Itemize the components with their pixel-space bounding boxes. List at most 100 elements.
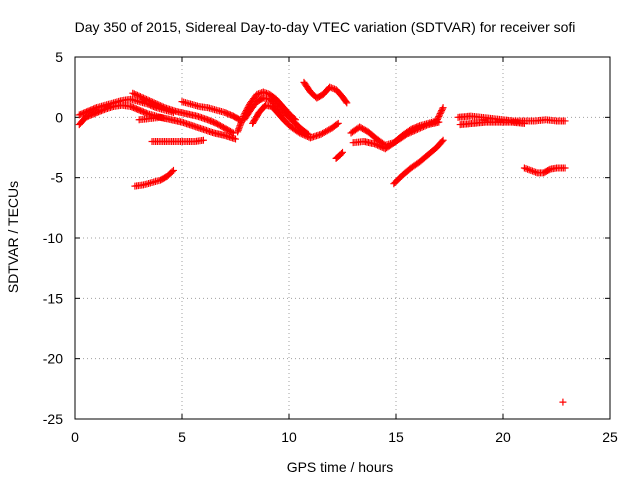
- data-point: [375, 142, 383, 150]
- data-point: [155, 101, 163, 109]
- data-point: [561, 117, 569, 125]
- x-tick-label: 20: [495, 429, 511, 445]
- data-point: [418, 123, 426, 131]
- data-point: [132, 91, 140, 99]
- data-point: [255, 90, 263, 98]
- data-point: [439, 104, 447, 112]
- data-point: [342, 98, 350, 106]
- data-point: [438, 105, 446, 113]
- data-point: [439, 136, 447, 144]
- series-arc7: [131, 166, 177, 190]
- data-point: [530, 168, 538, 176]
- x-tick-label: 25: [602, 429, 618, 445]
- data-point: [436, 111, 444, 119]
- data-point: [420, 123, 428, 131]
- data-point: [325, 126, 333, 134]
- data-point: [435, 118, 443, 126]
- data-point: [156, 102, 164, 110]
- series-arc3: [129, 89, 237, 137]
- y-axis-label: SDTVAR / TECUs: [5, 181, 21, 293]
- data-point: [139, 94, 147, 102]
- data-point: [294, 128, 302, 136]
- data-point: [409, 127, 417, 135]
- y-tick-label: 5: [55, 49, 63, 65]
- data-point: [415, 125, 423, 133]
- data-point: [319, 129, 327, 137]
- series-arc17: [456, 118, 528, 129]
- data-point: [136, 93, 144, 101]
- chart-title: Day 350 of 2015, Sidereal Day-to-day VTE…: [75, 19, 576, 35]
- data-point: [133, 91, 141, 99]
- data-point: [438, 137, 446, 145]
- data-point: [199, 136, 207, 144]
- data-point: [168, 168, 176, 176]
- data-point: [152, 100, 160, 108]
- data-point: [143, 95, 151, 103]
- data-point: [434, 114, 442, 122]
- data-point: [416, 124, 424, 132]
- data-point: [141, 95, 149, 103]
- y-tick-label: -5: [51, 170, 64, 186]
- series-arc12: [332, 148, 346, 162]
- series-outlier: [559, 398, 567, 406]
- data-point: [437, 108, 445, 116]
- data-point: [259, 88, 267, 96]
- data-point: [296, 129, 304, 137]
- series-arc14: [349, 118, 443, 153]
- data-point: [438, 107, 446, 115]
- series-arc18: [520, 164, 569, 177]
- data-point: [169, 166, 177, 174]
- data-point: [253, 90, 261, 98]
- data-point: [326, 83, 334, 91]
- data-points: [75, 78, 569, 406]
- series-arc4: [135, 113, 239, 143]
- data-point: [256, 89, 264, 97]
- grid: [75, 57, 610, 419]
- data-point: [413, 125, 421, 133]
- data-point: [423, 121, 431, 129]
- data-point: [561, 164, 569, 172]
- data-point: [406, 129, 414, 137]
- data-point: [520, 119, 528, 127]
- data-point: [528, 167, 536, 175]
- y-tick-label: -15: [43, 290, 63, 306]
- data-point: [327, 84, 335, 92]
- data-point: [150, 99, 158, 107]
- data-point: [371, 140, 379, 148]
- data-point: [153, 100, 161, 108]
- series-arc11: [300, 78, 351, 107]
- data-point: [158, 102, 166, 110]
- data-point: [138, 93, 146, 101]
- series-arc5: [178, 98, 244, 124]
- data-point: [147, 97, 155, 105]
- data-point: [323, 127, 331, 135]
- data-point: [532, 168, 540, 176]
- x-tick-label: 15: [388, 429, 404, 445]
- data-point: [333, 120, 341, 128]
- data-point: [412, 126, 420, 134]
- series-arc10: [249, 101, 342, 142]
- y-tick-label: -20: [43, 351, 63, 367]
- data-point: [559, 398, 567, 406]
- data-point: [404, 130, 412, 138]
- data-point: [525, 166, 533, 174]
- data-point: [527, 166, 535, 174]
- data-point: [149, 98, 157, 106]
- data-point: [303, 132, 311, 140]
- x-tick-label: 10: [281, 429, 297, 445]
- data-point: [524, 165, 532, 173]
- data-point: [421, 122, 429, 130]
- data-point: [159, 103, 167, 111]
- data-point: [129, 89, 137, 97]
- data-point: [144, 96, 152, 104]
- data-point: [322, 128, 330, 136]
- data-point: [334, 119, 342, 127]
- x-tick-label: 5: [178, 429, 186, 445]
- data-point: [229, 129, 237, 137]
- data-point: [407, 128, 415, 136]
- data-point: [339, 148, 346, 156]
- data-point: [135, 92, 143, 100]
- data-point: [374, 141, 382, 149]
- x-axis-label: GPS time / hours: [287, 459, 394, 475]
